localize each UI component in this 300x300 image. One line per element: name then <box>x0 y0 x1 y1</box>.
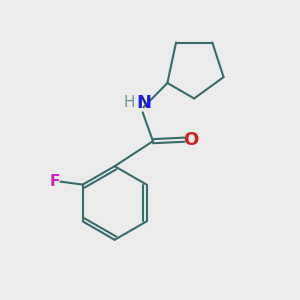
Text: N: N <box>136 94 151 112</box>
Text: F: F <box>50 174 60 189</box>
Text: O: O <box>184 131 199 149</box>
Text: H: H <box>123 95 135 110</box>
